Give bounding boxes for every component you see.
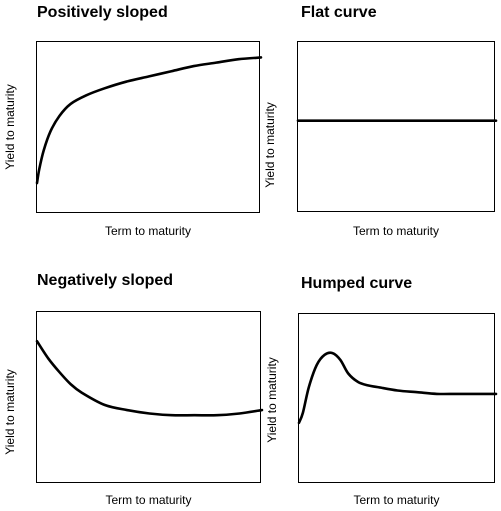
x-axis-label: Term to maturity	[105, 493, 192, 507]
x-axis-label: Term to maturity	[352, 224, 439, 238]
chart-title: Positively sloped	[37, 4, 168, 21]
y-axis-label: Yield to maturity	[3, 369, 17, 455]
plot-svg	[296, 119, 498, 122]
x-axis-label: Term to maturity	[104, 224, 191, 238]
plot-svg	[297, 351, 498, 425]
chart-title: Negatively sloped	[37, 272, 174, 289]
y-axis-label: Yield to maturity	[265, 357, 279, 443]
plot-area	[296, 41, 498, 212]
y-axis-label: Yield to maturity	[263, 102, 277, 188]
chart-title: Humped curve	[301, 275, 413, 292]
yield-curve-line	[35, 339, 264, 417]
plot-svg	[35, 339, 264, 417]
plot-svg	[35, 56, 263, 185]
plot-area	[297, 313, 498, 483]
yield-curve-line	[35, 56, 263, 185]
yield-curve-line	[297, 351, 498, 425]
plot-area	[35, 311, 264, 483]
x-axis-label: Term to maturity	[353, 493, 440, 507]
plot-area	[35, 41, 263, 213]
chart-title: Flat curve	[301, 4, 377, 21]
y-axis-label: Yield to maturity	[3, 84, 17, 170]
